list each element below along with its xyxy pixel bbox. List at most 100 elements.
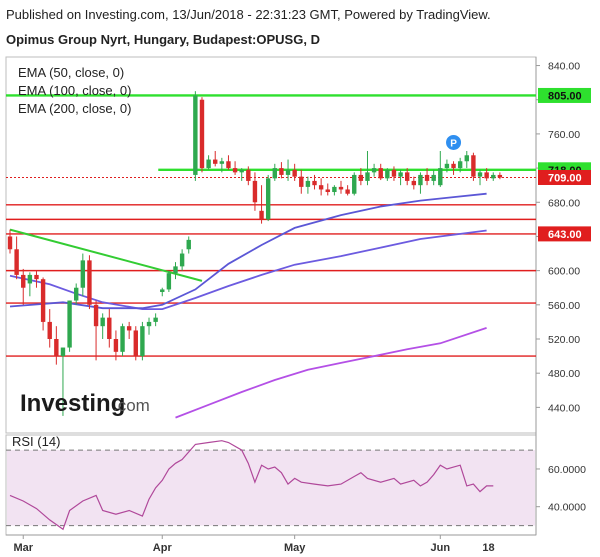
rsi-title: RSI (14) [12, 434, 60, 449]
candle-body [424, 174, 430, 181]
legend-ema200: EMA (200, close, 0) [18, 101, 131, 116]
candle [424, 168, 430, 186]
candle-body [438, 168, 443, 186]
candle-body [471, 155, 476, 177]
candle-body [477, 172, 483, 177]
candle-body [378, 168, 383, 179]
candle [265, 174, 271, 222]
investing-logo: Investing .com [20, 390, 150, 417]
candle [318, 178, 324, 196]
candle [199, 97, 205, 173]
candle [87, 255, 92, 310]
candle [438, 151, 443, 187]
candle-body [391, 169, 397, 177]
candle [54, 326, 59, 365]
candle-body [444, 163, 450, 169]
candle [80, 253, 86, 297]
price-tick-label: 600.00 [548, 266, 580, 278]
candle-body [232, 168, 238, 173]
candle-body [398, 172, 403, 177]
candle-body [54, 339, 59, 357]
candle [34, 270, 39, 288]
p-marker-icon [446, 134, 462, 150]
candle [74, 283, 79, 305]
trendline [9, 228, 203, 282]
candle-body [292, 169, 297, 177]
candle-body [385, 169, 390, 179]
candle-body [345, 189, 350, 194]
candle [272, 163, 277, 181]
candle-body [457, 161, 463, 169]
candle [14, 236, 19, 280]
time-tick-label: Jun [431, 542, 451, 554]
candle-body [484, 172, 489, 179]
candle-body [365, 172, 370, 181]
candle-body [113, 339, 119, 352]
candle [491, 172, 496, 181]
candle-body [325, 189, 330, 193]
candle-body [100, 317, 105, 327]
candle [299, 169, 304, 194]
candle [464, 151, 469, 169]
candle-body [405, 172, 410, 181]
time-tick-label: Apr [153, 542, 173, 554]
candle [444, 159, 450, 173]
candle [484, 168, 489, 181]
candle-body [246, 169, 251, 181]
candle-body [219, 161, 225, 164]
candle [332, 185, 337, 196]
candle-body [7, 236, 13, 250]
price-badge [538, 226, 591, 242]
candle [21, 268, 26, 305]
candle-body [239, 169, 244, 173]
candle [338, 180, 344, 194]
candle [378, 163, 383, 181]
price-badge-label: 643.00 [548, 229, 582, 241]
price-pane [5, 56, 537, 434]
candle [7, 229, 13, 254]
published-line: Published on Investing.com, 13/Jun/2018 … [6, 7, 491, 22]
candle-body [199, 99, 205, 169]
candle-body [299, 176, 304, 187]
candle [418, 172, 423, 194]
price-tick-label: 440.00 [548, 402, 580, 414]
candle-body [279, 168, 284, 175]
candle-body [133, 330, 138, 357]
candle-body [80, 260, 86, 288]
candle-body [226, 161, 231, 169]
candle [405, 168, 410, 186]
ema100-line [9, 229, 487, 311]
candle [206, 155, 211, 170]
candle-body [259, 210, 264, 220]
candle [471, 152, 476, 181]
price-tick-label: 520.00 [548, 334, 580, 346]
candle [431, 169, 436, 186]
rsi-tick-label: 60.0000 [548, 464, 586, 476]
candle-body [140, 326, 145, 357]
legend-ema100: EMA (100, close, 0) [18, 83, 131, 98]
ema50-line [9, 192, 487, 310]
candle [60, 347, 66, 416]
p-marker-label: P [450, 138, 457, 149]
chart-title: Opimus Group Nyrt, Hungary, Budapest:OPU… [6, 32, 320, 47]
candle-body [107, 317, 112, 339]
candle-body [213, 159, 218, 164]
candle-body [451, 163, 456, 169]
candle-body [60, 347, 66, 357]
price-tick-label: 480.00 [548, 368, 580, 380]
candle-body [338, 186, 344, 190]
candle [239, 168, 244, 181]
candle [100, 313, 105, 339]
candle [113, 330, 119, 361]
candle-body [27, 274, 33, 284]
candle [365, 151, 370, 186]
candle-body [14, 249, 19, 275]
candle-body [318, 185, 324, 190]
time-tick-label: Mar [13, 542, 33, 554]
candle-body [285, 169, 291, 175]
candle [457, 157, 463, 173]
candle-body [312, 180, 317, 186]
candle [126, 321, 132, 339]
candle [107, 309, 112, 348]
